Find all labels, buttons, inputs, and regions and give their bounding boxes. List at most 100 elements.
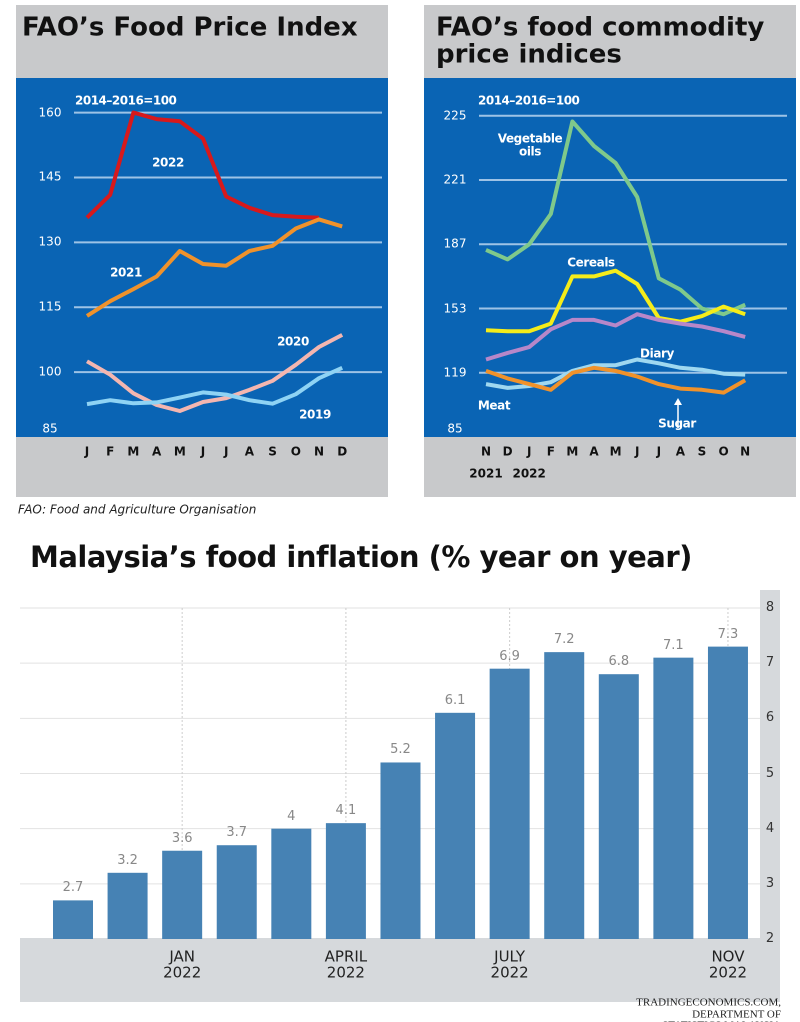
series-label: 2021 [110,265,142,280]
value-label: 4.1 [335,803,357,819]
x-tick-label: J [84,444,90,459]
value-label: 3.7 [226,825,248,841]
chart-title: Malaysia’s food inflation (% year on yea… [30,539,692,574]
bar [53,900,93,939]
x-tick-label: F [546,444,555,459]
y-tick-label: 160 [38,105,62,120]
x-tick-label: O [290,444,301,459]
x-tick-label: J [526,444,532,459]
bar [489,668,530,939]
value-label: 6.8 [608,654,630,670]
value-label: 6.1 [444,692,466,708]
y-tick-label: 4 [765,820,775,836]
x-tick-label: N [740,444,751,459]
x-tick-label: JAN 2022 [163,947,202,981]
value-label: 7.2 [553,632,575,648]
series-line [485,119,747,317]
bar [544,652,585,939]
x-tick-label: J [634,444,640,459]
series-label: 2019 [299,407,331,422]
bar [162,850,203,939]
x-tick-label: S [268,444,277,459]
series-label: Diary [640,346,674,361]
bar [598,674,639,939]
y-tick-label: 5 [765,765,775,781]
series-label: Sugar [658,416,696,431]
y-tick-label: 153 [443,301,467,316]
y-tick-label: 225 [443,108,467,123]
series-label: 2020 [277,334,309,349]
series-line [485,268,746,334]
series-label: 2022 [152,155,184,170]
value-label: 4 [287,808,296,824]
y-tick-label: 3 [765,876,775,892]
series-line [85,333,344,413]
subtitle: 2014–2016=100 [478,93,580,108]
x-tick-label: J [656,444,662,459]
chart-title: FAO’s food commodity price indices [436,12,765,70]
series-line [85,217,343,318]
x-group-label: 2021 [469,466,503,481]
bar [271,828,312,939]
value-label: 7.3 [717,626,739,642]
y-tick-label: 145 [38,170,62,185]
y-tick-label: 130 [38,235,62,250]
series-label: Vegetable oils [497,131,563,158]
x-tick-label: A [589,444,599,459]
x-tick-label: J [200,444,206,459]
bar [216,845,257,939]
x-group-label: 2022 [512,466,546,481]
x-tick-label: D [337,444,348,459]
subtitle: 2014–2016=100 [75,93,177,108]
plot-area [16,78,388,437]
x-tick-label: A [675,444,686,459]
value-label: 3.2 [117,852,138,868]
y-tick-label: 2 [765,931,775,947]
value-label: 7.1 [663,637,684,653]
y-tick-label: 100 [38,364,62,379]
plot-area [424,78,796,437]
bar [325,823,366,939]
x-tick-label: N [480,444,492,459]
series-line [85,110,320,220]
arrow-head [674,398,682,405]
x-tick-label: M [566,444,579,459]
x-tick-label: F [106,444,115,459]
series-label: Cereals [567,255,615,270]
bar [107,872,148,939]
y-tick-label: 7 [765,655,775,671]
x-tick-label: JULY 2022 [490,947,529,981]
source: TRADINGECONOMICS.COM, DEPARTMENT OF STAT… [636,996,781,1022]
bar [653,657,694,939]
series-label: Meat [477,398,511,413]
x-tick-label: S [697,444,707,459]
bar [707,646,748,939]
x-tick-label: APRIL 2022 [324,947,368,981]
series-line [86,365,344,407]
x-tick-label: A [151,444,162,459]
chart-title: FAO’s Food Price Index [22,12,358,43]
y-tick-label: 119 [443,365,467,380]
series-line [485,312,746,362]
x-tick-label: J [223,444,229,459]
y-tick-label: 221 [443,172,467,187]
y-tick-label: 187 [443,236,467,251]
y-tick-label: 115 [38,299,62,314]
bar [435,712,476,939]
x-tick-label: D [502,444,513,459]
bar [380,762,421,939]
x-tick-label: A [244,444,255,459]
y-tick-label: 85 [447,421,463,436]
footnote: FAO: Food and Agriculture Organisation [18,502,257,517]
y-tick-label: 6 [765,710,775,726]
series-line [485,365,747,395]
x-tick-label: N [313,444,325,459]
value-label: 2.7 [62,880,84,896]
value-label: 5.2 [390,742,411,758]
value-label: 6.9 [499,648,520,664]
y-tick-label: 8 [765,600,775,616]
value-label: 3.6 [171,830,193,846]
x-tick-label: M [609,444,622,459]
